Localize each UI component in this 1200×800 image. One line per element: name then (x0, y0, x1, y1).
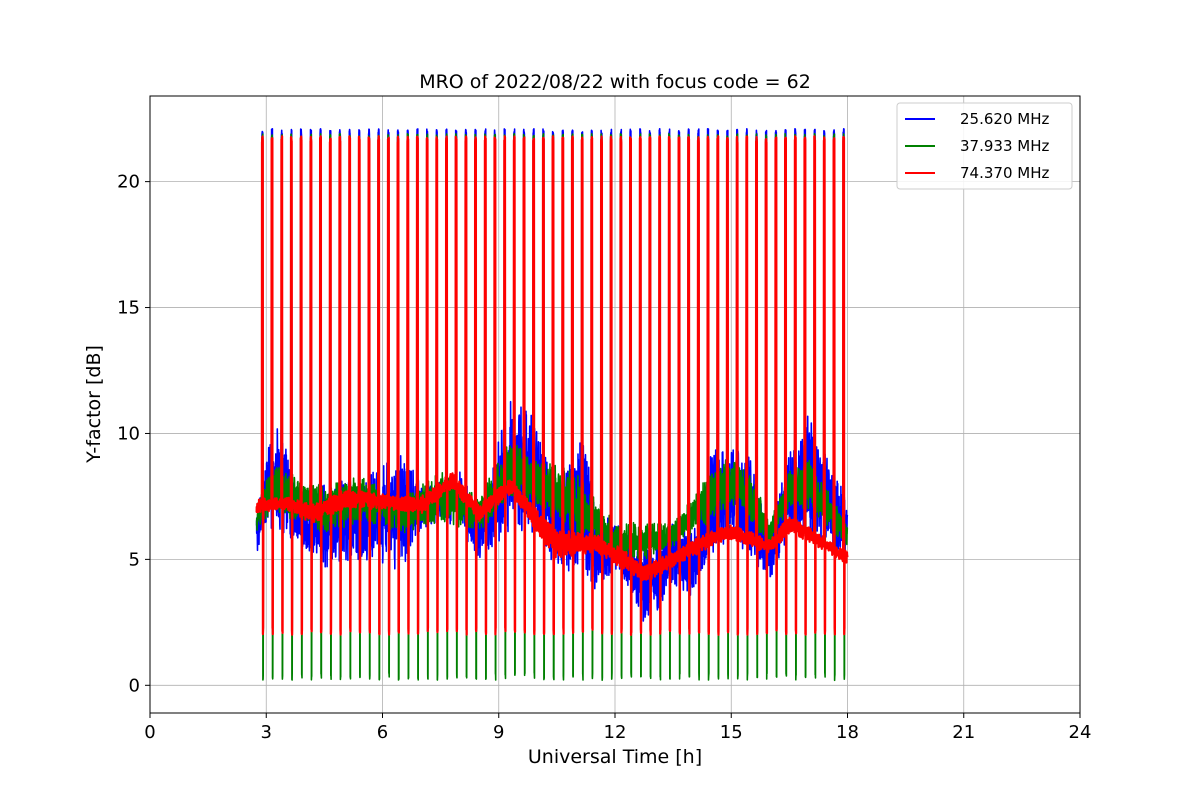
legend-label: 74.370 MHz (960, 164, 1049, 182)
x-axis-label: Universal Time [h] (528, 746, 702, 768)
legend-box (896, 102, 1073, 190)
y-tick-label: 5 (129, 549, 140, 570)
y-tick-label: 15 (117, 298, 140, 319)
y-tick-label: 10 (117, 423, 140, 444)
x-tick-label: 12 (604, 722, 627, 743)
chart-title: MRO of 2022/08/22 with focus code = 62 (419, 71, 811, 93)
y-tick-label: 0 (129, 675, 140, 696)
x-tick-label: 6 (377, 722, 388, 743)
x-tick-label: 24 (1069, 722, 1092, 743)
legend: 25.620 MHz 37.933 MHz 74.370 MHz (896, 102, 1073, 190)
x-tick-label: 0 (144, 722, 155, 743)
legend-label: 37.933 MHz (960, 137, 1049, 155)
grid-layer (150, 96, 1080, 713)
x-tick-label: 18 (836, 722, 859, 743)
series-layer (255, 128, 849, 682)
legend-entries: 25.620 MHz 37.933 MHz 74.370 MHz (905, 110, 1049, 182)
y-axis-label: Y-factor [dB] (83, 345, 105, 464)
x-tick-label: 3 (261, 722, 272, 743)
x-tick-label: 21 (952, 722, 975, 743)
y-tick-label: 20 (117, 172, 140, 193)
x-tick-label: 9 (493, 722, 504, 743)
series-line-3 (255, 135, 849, 637)
tick-layer: 0 3 6 9 12 15 18 21 24 0 5 10 15 20 (117, 172, 1091, 743)
x-tick-label: 15 (720, 722, 743, 743)
legend-label: 25.620 MHz (960, 110, 1049, 128)
